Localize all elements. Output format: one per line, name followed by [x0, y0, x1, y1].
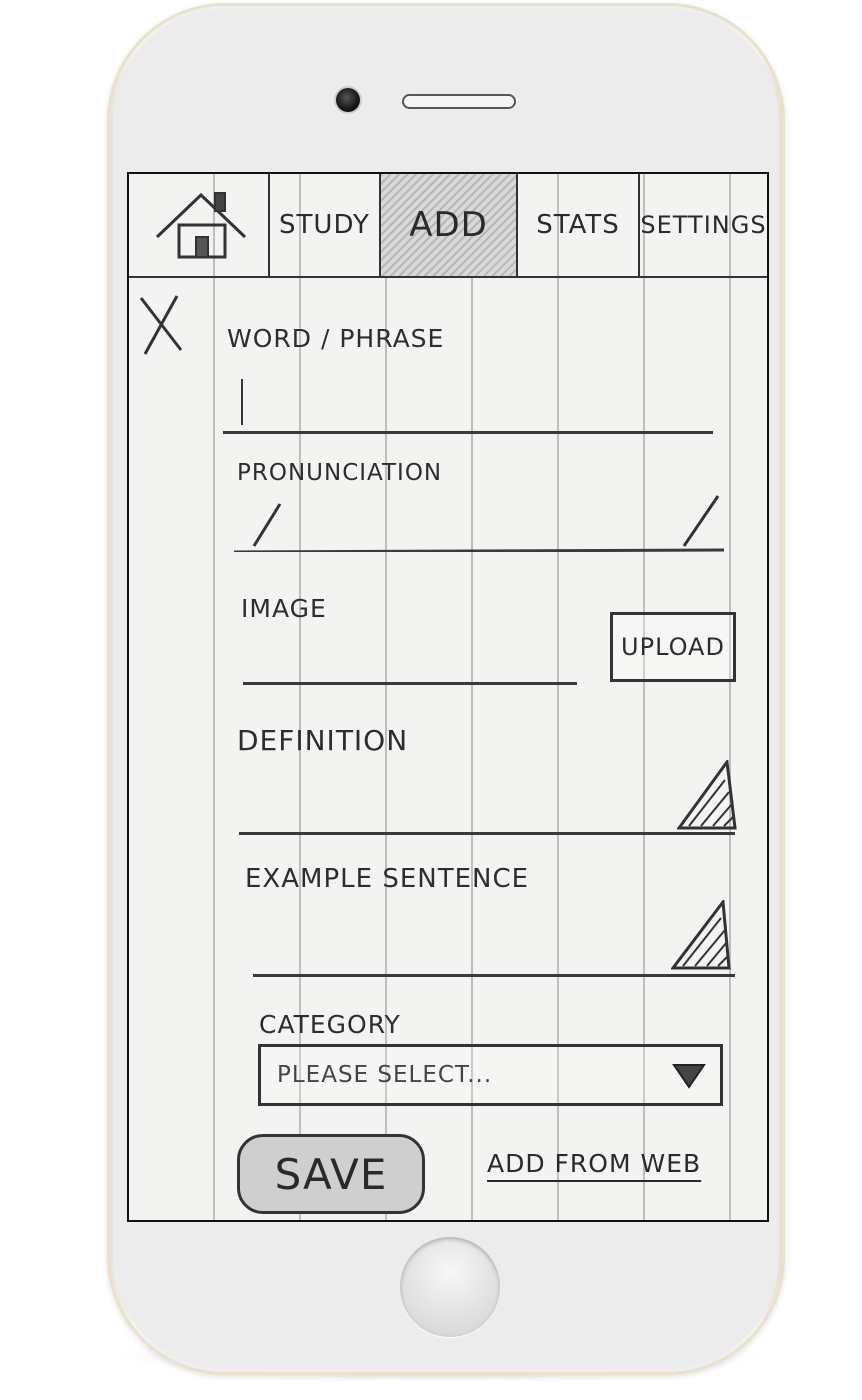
tab-study[interactable]: STUDY — [270, 174, 381, 276]
text-cursor — [241, 379, 243, 425]
save-label: SAVE — [274, 1149, 388, 1199]
front-camera — [336, 88, 360, 112]
tab-add-label: ADD — [409, 205, 488, 245]
tab-stats-label: STATS — [536, 210, 620, 240]
tab-settings[interactable]: SETTINGS — [640, 174, 767, 276]
category-selected-value: PLEASE SELECT... — [277, 1062, 493, 1088]
tab-add[interactable]: ADD — [381, 174, 518, 276]
category-label: CATEGORY — [259, 1010, 401, 1039]
image-label: IMAGE — [241, 594, 327, 623]
dropdown-arrow-icon — [672, 1064, 706, 1089]
definition-input[interactable] — [239, 832, 735, 835]
close-icon — [139, 295, 183, 355]
upload-button[interactable]: UPLOAD — [610, 612, 736, 682]
resize-handle-icon[interactable] — [671, 900, 731, 970]
word-phrase-input[interactable] — [223, 431, 713, 434]
word-phrase-label: WORD / PHRASE — [227, 324, 445, 353]
add-from-web-link[interactable]: ADD FROM WEB — [487, 1149, 702, 1178]
pronunciation-label: PRONUNCIATION — [237, 460, 443, 486]
example-sentence-input[interactable] — [253, 974, 735, 977]
app-screen: STUDY ADD STATS SETTINGS WORD / PHRASE P… — [127, 172, 769, 1222]
earpiece-speaker — [402, 94, 516, 109]
tab-home[interactable] — [129, 174, 270, 276]
pronunciation-input[interactable] — [234, 492, 734, 552]
example-sentence-label: EXAMPLE SENTENCE — [245, 864, 530, 894]
tab-stats[interactable]: STATS — [518, 174, 640, 276]
definition-label: DEFINITION — [237, 724, 409, 757]
image-input[interactable] — [243, 682, 577, 685]
home-button[interactable] — [400, 1237, 500, 1337]
upload-label: UPLOAD — [621, 633, 725, 661]
tab-study-label: STUDY — [279, 210, 370, 240]
category-select[interactable]: PLEASE SELECT... — [258, 1044, 723, 1106]
tab-bar: STUDY ADD STATS SETTINGS — [129, 174, 767, 278]
resize-handle-icon[interactable] — [677, 760, 737, 830]
house-icon — [155, 192, 246, 259]
save-button[interactable]: SAVE — [237, 1134, 425, 1214]
tab-settings-label: SETTINGS — [640, 211, 767, 239]
close-button[interactable] — [137, 292, 185, 356]
